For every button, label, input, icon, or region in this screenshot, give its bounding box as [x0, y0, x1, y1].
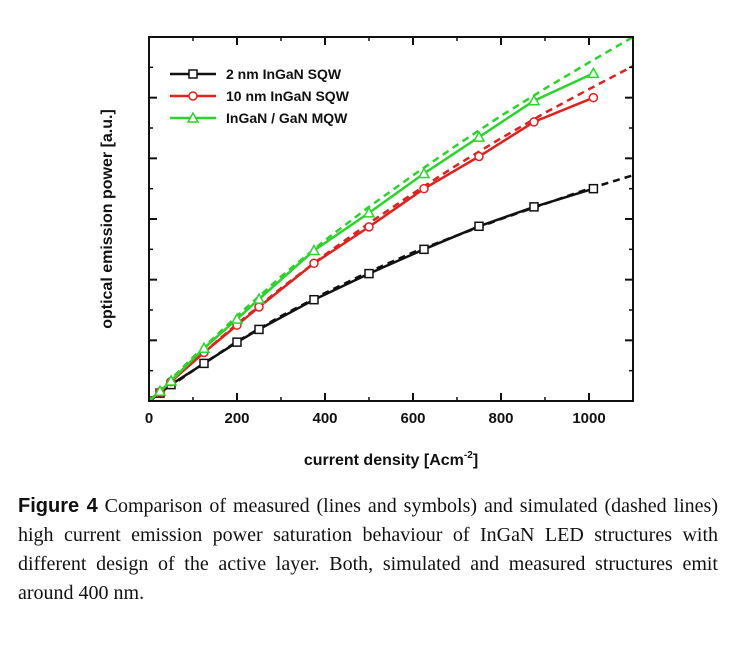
data-point	[230, 312, 244, 324]
y-axis-title: optical emission power [a.u.]	[99, 109, 116, 329]
data-point	[252, 292, 266, 304]
x-tick-label: 600	[400, 410, 425, 427]
data-point	[588, 92, 599, 103]
data-point	[472, 130, 486, 142]
data-point	[254, 302, 264, 312]
plot-frame	[148, 36, 634, 402]
legend-marker	[186, 111, 200, 123]
x-tick-label: 200	[224, 410, 249, 427]
x-axis-title: current density [Acm-2]	[304, 450, 478, 469]
emission-power-chart: 0 200 400 600 800 1000 2 nm InGaN SQW 10 nm In…	[99, 36, 634, 469]
legend-label: InGaN / GaN MQW	[226, 110, 348, 126]
legend-label: 2 nm InGaN SQW	[226, 66, 342, 82]
data-point	[199, 358, 209, 369]
data-point	[474, 151, 484, 162]
data-point	[587, 66, 600, 79]
data-point	[529, 202, 539, 212]
x-tick-label: 800	[488, 410, 513, 427]
data-point	[419, 183, 429, 194]
legend-marker	[188, 69, 198, 79]
caption-label: Figure 4	[18, 495, 98, 517]
data-point	[529, 117, 539, 127]
data-point	[307, 244, 321, 256]
data-point	[309, 258, 319, 269]
legend-marker	[188, 91, 198, 101]
axis-ticks: 0 200 400 600 800 1000	[145, 36, 633, 427]
data-point	[232, 337, 242, 347]
simulated-line	[149, 174, 633, 401]
data-point	[164, 374, 178, 386]
legend-label: 10 nm InGaN SQW	[226, 88, 350, 104]
data-point	[362, 206, 376, 218]
data-point	[588, 183, 599, 194]
x-tick-label: 1000	[572, 410, 605, 427]
simulated-line	[149, 37, 633, 401]
data-point	[254, 324, 264, 335]
figure-caption: Figure 4 Comparison of measured (lines a…	[18, 492, 718, 608]
data-point	[419, 244, 429, 255]
legend: 2 nm InGaN SQW 10 nm InGaN SQW InGaN / GaN…	[170, 66, 350, 126]
data-point	[474, 221, 484, 232]
data-point	[417, 166, 431, 179]
data-point	[364, 222, 374, 232]
measured-line	[149, 187, 594, 401]
caption-text: Comparison of measured (lines and symbol…	[18, 495, 718, 604]
x-tick-label: 400	[312, 410, 337, 427]
data-point	[197, 341, 211, 353]
plot-area	[149, 37, 633, 401]
x-tick-label: 0	[145, 410, 153, 427]
data-point	[527, 94, 541, 106]
data-point	[153, 384, 167, 397]
data-point	[364, 268, 374, 279]
data-point	[309, 294, 319, 305]
